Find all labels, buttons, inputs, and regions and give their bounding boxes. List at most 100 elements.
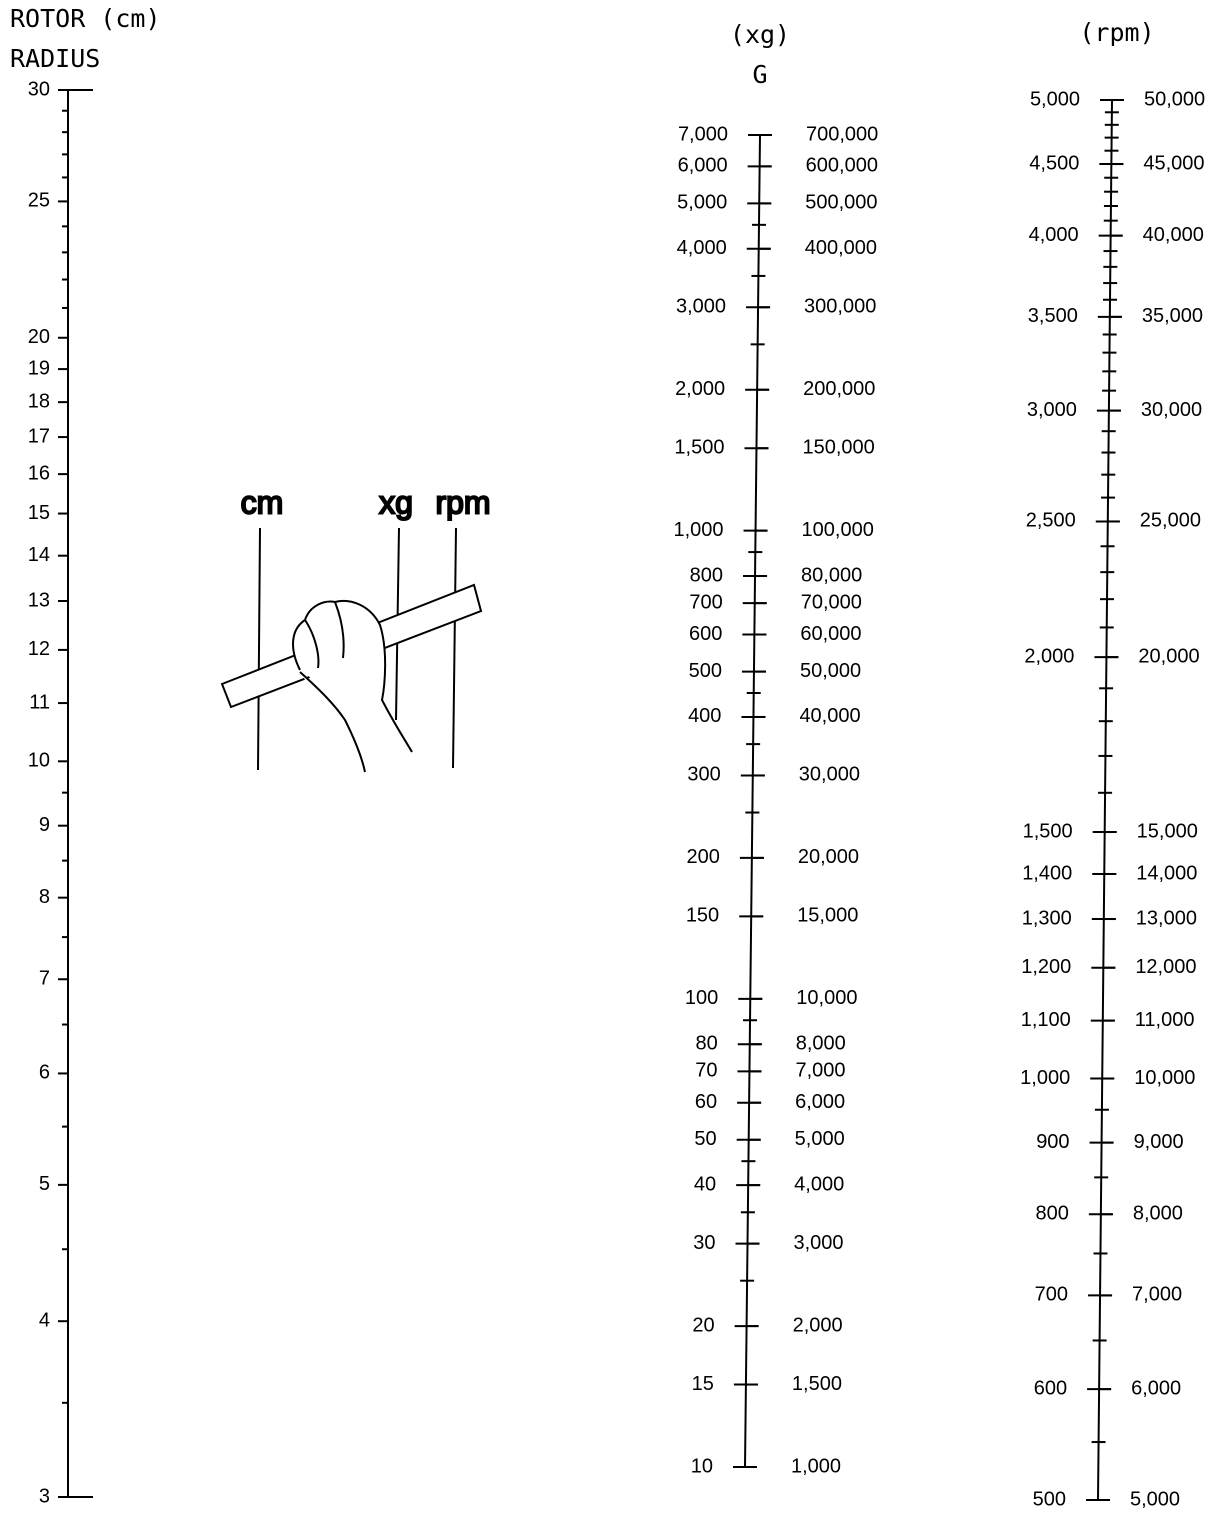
tick-label: 7,000 <box>678 123 728 145</box>
illustration-label: xg <box>379 484 413 520</box>
tick-label: 15 <box>28 502 50 524</box>
tick-label: 200 <box>686 846 719 868</box>
tick-label: 11,000 <box>1135 1009 1195 1031</box>
tick-label: 1,000 <box>673 519 723 541</box>
tick-label: 300,000 <box>804 296 876 318</box>
tick-label: 16 <box>28 462 50 484</box>
tick-label: 20,000 <box>798 846 859 868</box>
tick-label: 2,500 <box>1026 510 1076 532</box>
scale-title: G <box>752 60 767 89</box>
tick-label: 40,000 <box>799 705 860 727</box>
tick-label: 7,000 <box>1132 1284 1182 1306</box>
tick-label: 25,000 <box>1140 510 1201 532</box>
tick-label: 6,000 <box>678 155 728 177</box>
tick-label: 150,000 <box>802 436 874 458</box>
tick-label: 18 <box>28 390 50 412</box>
tick-label: 800 <box>1035 1203 1068 1225</box>
tick-label: 300 <box>687 764 720 786</box>
tick-label: 80,000 <box>801 564 862 586</box>
tick-label: 1,100 <box>1021 1009 1071 1031</box>
tick-label: 600 <box>689 623 722 645</box>
tick-label: 9,000 <box>1134 1131 1184 1153</box>
tick-label: 4,000 <box>794 1173 844 1195</box>
tick-label: 19 <box>28 357 50 379</box>
illustration-label: cm <box>241 484 284 520</box>
tick-label: 10 <box>28 750 50 772</box>
tick-label: 7 <box>39 968 50 990</box>
tick-label: 5,000 <box>677 192 727 214</box>
tick-label: 12,000 <box>1135 956 1196 978</box>
axis-line <box>744 134 761 1468</box>
tick-label: 5,000 <box>1030 88 1080 110</box>
tick-label: 60,000 <box>800 623 861 645</box>
tick-label: 1,500 <box>1023 820 1073 842</box>
tick-label: 45,000 <box>1143 152 1204 174</box>
tick-label: 5,000 <box>795 1128 845 1150</box>
tick-label: 60 <box>695 1091 717 1113</box>
tick-label: 3,500 <box>1028 305 1078 327</box>
tick-label: 30 <box>28 78 50 100</box>
tick-label: 1,500 <box>674 436 724 458</box>
tick-label: 50,000 <box>800 660 861 682</box>
tick-label: 15,000 <box>797 905 858 927</box>
tick-label: 6 <box>39 1062 50 1084</box>
tick-label: 900 <box>1036 1131 1069 1153</box>
tick-label: 400,000 <box>805 237 877 259</box>
tick-label: 150 <box>686 905 719 927</box>
axis-line <box>1097 99 1113 1501</box>
tick-label: 600 <box>1034 1377 1067 1399</box>
scale-title: (rpm) <box>1079 18 1154 47</box>
tick-label: 500 <box>689 660 722 682</box>
tick-label: 8 <box>39 886 50 908</box>
tick-label: 15 <box>692 1373 714 1395</box>
tick-label: 50,000 <box>1144 88 1205 110</box>
tick-label: 400 <box>688 705 721 727</box>
tick-label: 700 <box>1035 1284 1068 1306</box>
tick-label: 4 <box>39 1309 50 1331</box>
illustration: cm xg rpm <box>220 483 492 773</box>
tick-label: 3 <box>39 1485 50 1507</box>
tick-label: 1,400 <box>1022 862 1072 884</box>
tick-label: 50 <box>694 1128 716 1150</box>
illustration-line <box>257 527 261 771</box>
tick-label: 1,300 <box>1022 907 1072 929</box>
tick-label: 15,000 <box>1137 820 1198 842</box>
illustration-label: rpm <box>435 484 490 520</box>
scale-title: (xg) <box>730 20 790 49</box>
tick-label: 6,000 <box>1131 1377 1181 1399</box>
tick-label: 13 <box>28 589 50 611</box>
tick-label: 4,000 <box>1029 224 1079 246</box>
tick-label: 25 <box>28 190 50 212</box>
tick-label: 10 <box>691 1455 713 1477</box>
tick-label: 8,000 <box>796 1032 846 1054</box>
tick-label: 3,000 <box>676 296 726 318</box>
tick-label: 4,500 <box>1029 152 1079 174</box>
tick-label: 30,000 <box>1141 399 1202 421</box>
tick-label: 17 <box>28 425 50 447</box>
tick-label: 80 <box>696 1032 718 1054</box>
tick-label: 1,500 <box>792 1373 842 1395</box>
tick-label: 35,000 <box>1142 305 1203 327</box>
tick-label: 5,000 <box>1130 1488 1180 1510</box>
tick-label: 2,000 <box>675 378 725 400</box>
tick-label: 2,000 <box>1024 645 1074 667</box>
tick-label: 70,000 <box>801 591 862 613</box>
tick-label: 11 <box>29 691 50 713</box>
tick-label: 9 <box>39 814 50 836</box>
tick-label: 14,000 <box>1136 862 1197 884</box>
tick-label: 5 <box>39 1173 50 1195</box>
tick-label: 1,000 <box>791 1455 841 1477</box>
tick-label: 1,000 <box>1020 1067 1070 1089</box>
tick-label: 30,000 <box>799 764 860 786</box>
tick-label: 20 <box>28 326 50 348</box>
illustration-hand <box>292 600 413 773</box>
tick-label: 3,000 <box>794 1232 844 1254</box>
tick-label: 2,000 <box>793 1314 843 1336</box>
tick-label: 13,000 <box>1136 907 1197 929</box>
tick-label: 500,000 <box>805 192 877 214</box>
tick-label: 700 <box>689 591 722 613</box>
tick-label: 200,000 <box>803 378 875 400</box>
tick-label: 12 <box>28 638 50 660</box>
tick-label: 1,200 <box>1021 956 1071 978</box>
